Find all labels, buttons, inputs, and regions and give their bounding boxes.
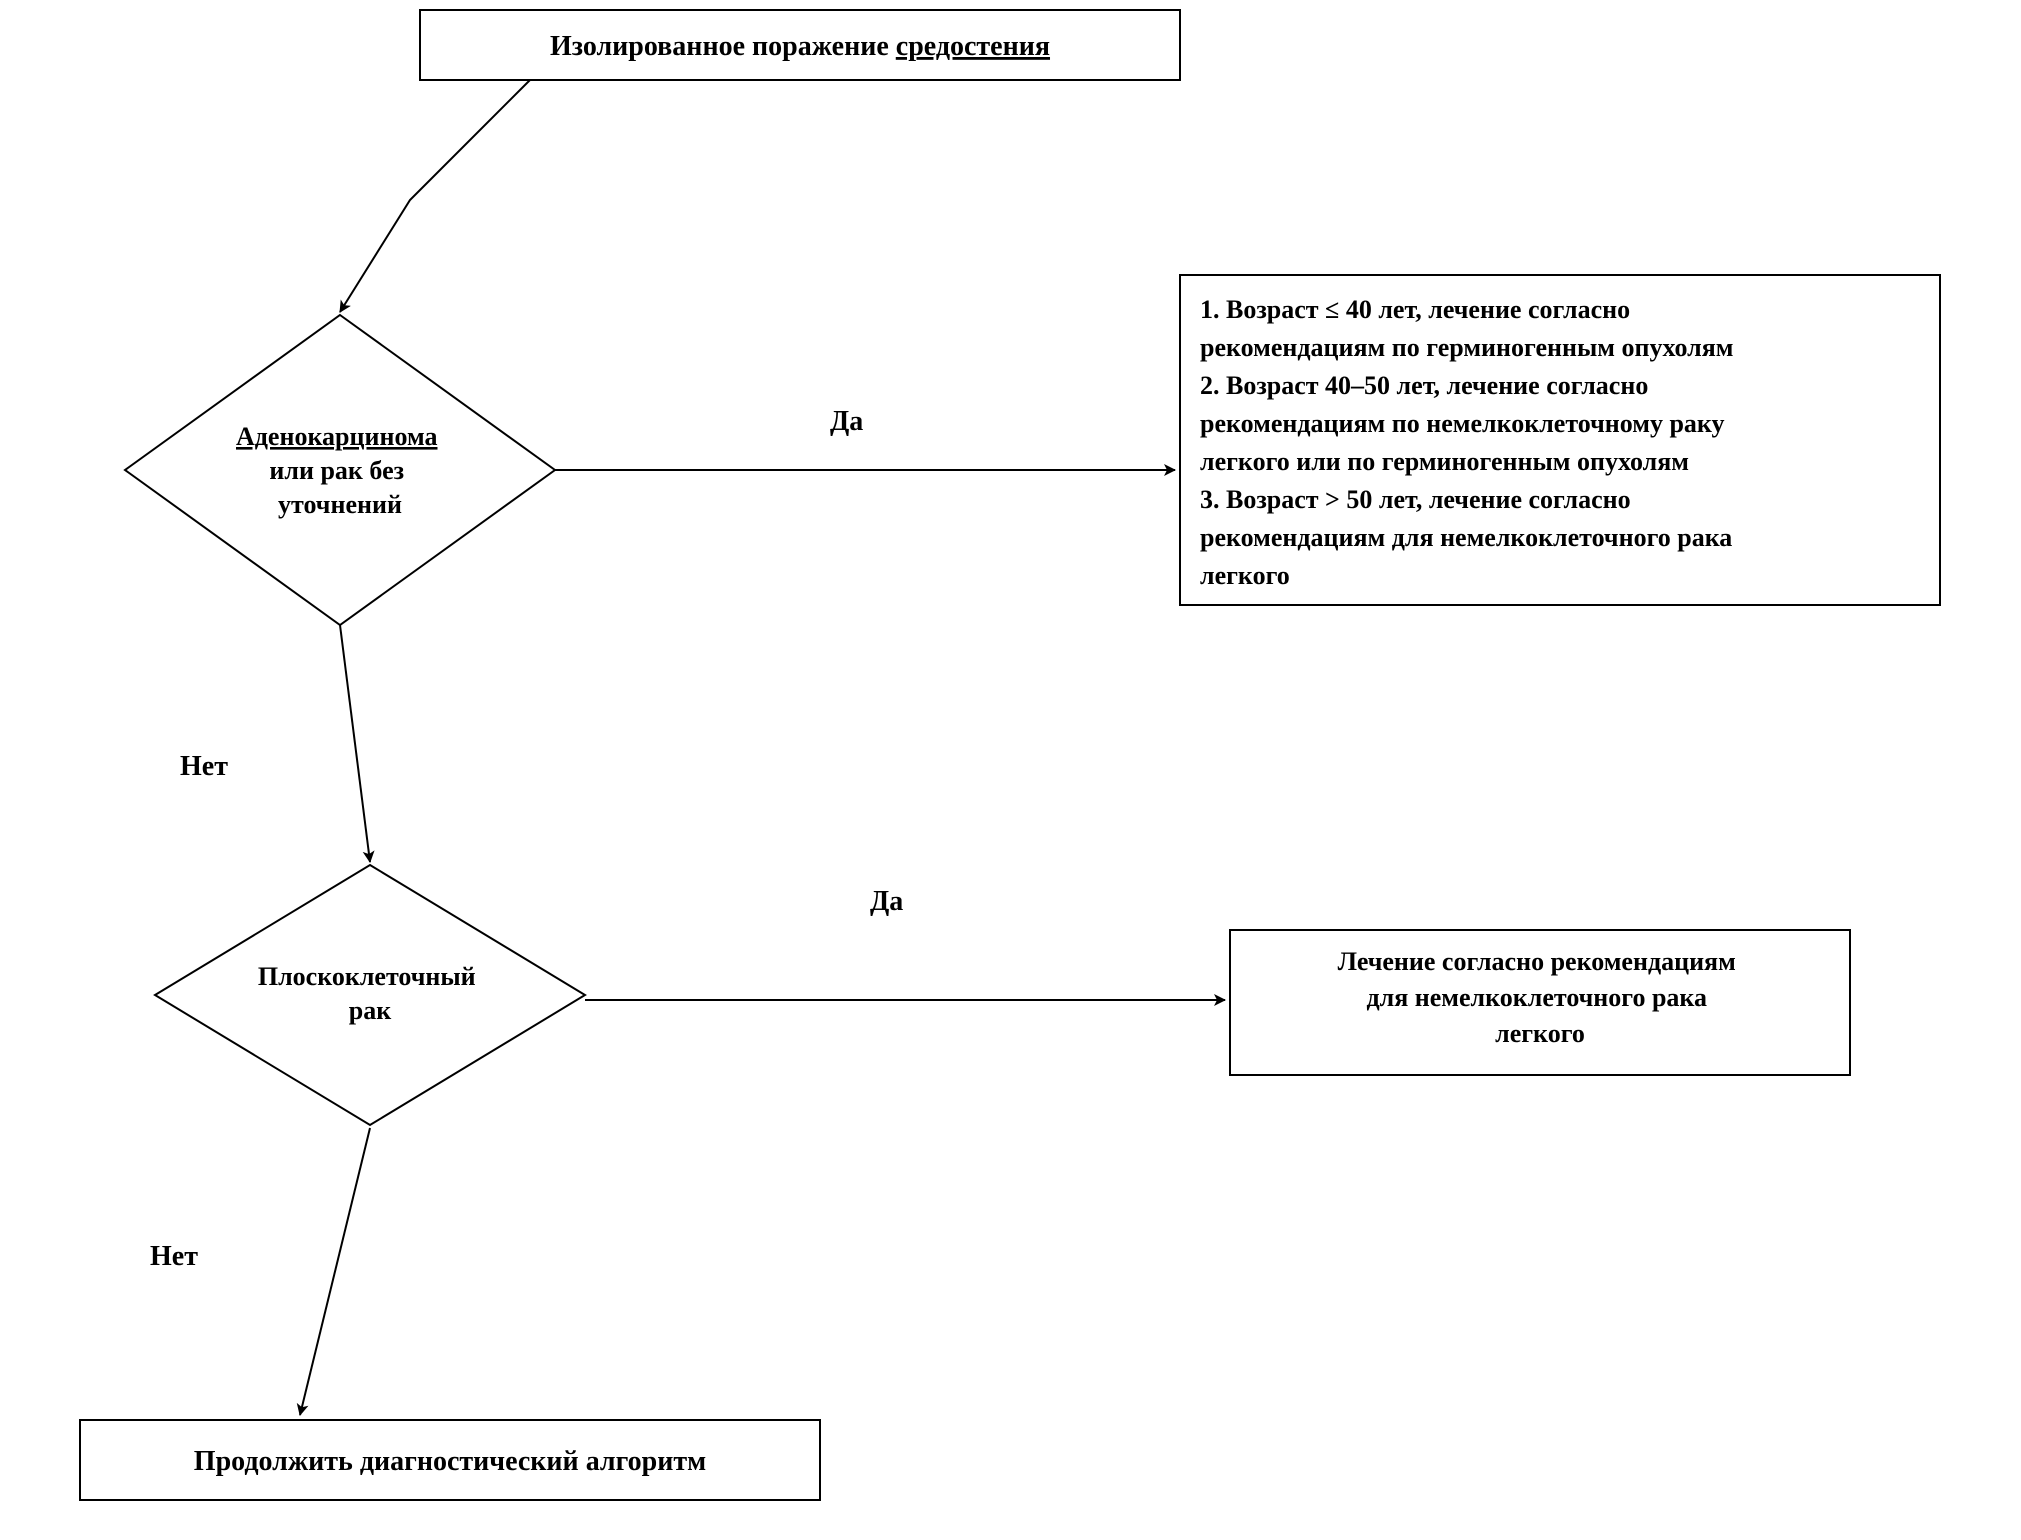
r1-l3: 2. Возраст 40–50 лет, лечение согласно bbox=[1200, 371, 1648, 400]
node-result-2: Лечение согласно рекомендациям для немел… bbox=[1230, 930, 1850, 1075]
node-end: Продолжить диагностический алгоритм bbox=[80, 1420, 820, 1500]
end-text: Продолжить диагностический алгоритм bbox=[194, 1446, 706, 1477]
edge-d1-d2 bbox=[340, 625, 370, 862]
d1-line2: или рак без bbox=[269, 456, 404, 485]
d1-line1: Аденокарцинома bbox=[236, 422, 437, 451]
edges: Да Нет Да Нет bbox=[150, 80, 1225, 1415]
node-start: Изолированное поражение средостения bbox=[420, 10, 1180, 80]
r1-l2: рекомендациям по герминогенным опухолям bbox=[1200, 333, 1733, 362]
start-text-b: средостения bbox=[896, 31, 1050, 62]
edge-label-yes-1: Да bbox=[830, 406, 863, 437]
r2-l3: легкого bbox=[1495, 1019, 1585, 1048]
node-result-1: 1. Возраст ≤ 40 лет, лечение согласно ре… bbox=[1180, 275, 1940, 605]
r1-l6: 3. Возраст > 50 лет, лечение согласно bbox=[1200, 485, 1631, 514]
svg-text:Изолированное поражение средос: Изолированное поражение средостения bbox=[550, 31, 1050, 62]
node-decision-2: Плоскоклеточный рак bbox=[155, 865, 585, 1125]
d1-line3: уточнений bbox=[278, 490, 402, 519]
r1-l5: легкого или по герминогенным опухолям bbox=[1200, 447, 1689, 476]
edge-start-d1 bbox=[340, 80, 530, 312]
d2-line2: рак bbox=[349, 996, 391, 1025]
r1-l8: легкого bbox=[1200, 561, 1290, 590]
edge-label-no-2: Нет bbox=[150, 1241, 198, 1272]
r1-l4: рекомендациям по немелкоклеточному раку bbox=[1200, 409, 1725, 438]
r2-l2: для немелкоклеточного рака bbox=[1366, 983, 1707, 1012]
start-text-a: Изолированное поражение bbox=[550, 31, 896, 62]
node-decision-1: Аденокарцинома или рак без уточнений bbox=[125, 315, 555, 625]
edge-label-no-1: Нет bbox=[180, 751, 228, 782]
r1-l7: рекомендациям для немелкоклеточного рака bbox=[1200, 523, 1732, 552]
r2-l1: Лечение согласно рекомендациям bbox=[1338, 947, 1736, 976]
d2-line1: Плоскоклеточный bbox=[258, 962, 476, 991]
edge-label-yes-2: Да bbox=[870, 886, 903, 917]
edge-d2-end bbox=[300, 1128, 370, 1415]
r1-l1: 1. Возраст ≤ 40 лет, лечение согласно bbox=[1200, 295, 1630, 324]
